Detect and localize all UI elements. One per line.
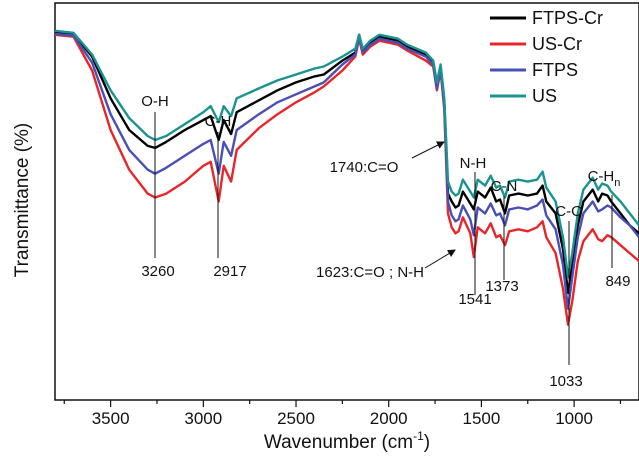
x-tick-label: 1500 <box>462 409 500 428</box>
label-2917: 2917 <box>213 263 246 280</box>
arrow-1623 <box>424 249 456 269</box>
x-tick-label: 2500 <box>277 409 315 428</box>
label-1623: 1623:C=O ; N-H <box>316 264 424 281</box>
y-axis-label: Transmittance (%) <box>12 123 33 278</box>
arrow-1740 <box>411 141 445 159</box>
label-chn-sub: n <box>614 177 620 189</box>
legend: FTPS-Cr US-Cr FTPS US <box>490 8 603 106</box>
label-3260: 3260 <box>141 263 174 280</box>
label-ch: C-H <box>205 113 232 130</box>
series-line-us <box>54 29 639 279</box>
label-1740: 1740:C=O <box>330 159 399 176</box>
x-axis-label-text: Wavenumber (cm <box>264 432 413 453</box>
plot-frame <box>54 2 639 401</box>
x-axis-label-sup: -1 <box>413 429 424 443</box>
label-cn: C-N <box>491 178 518 195</box>
label-chn-base: C-H <box>588 168 615 185</box>
label-nh: N-H <box>460 155 487 172</box>
x-axis-ticks: 3500 3000 2500 2000 1500 1000 <box>63 400 622 428</box>
x-axis-label: Wavenumber (cm-1) <box>264 429 430 453</box>
label-1373: 1373 <box>485 278 518 295</box>
x-tick-label: 3000 <box>184 409 222 428</box>
label-chn: C-Hn <box>588 168 621 189</box>
label-1541: 1541 <box>458 291 491 308</box>
series-lines <box>54 29 639 326</box>
legend-label: US-Cr <box>532 34 582 54</box>
label-1033: 1033 <box>549 373 582 390</box>
x-tick-label: 1000 <box>555 409 593 428</box>
legend-label: US <box>532 86 557 106</box>
label-co: C-O <box>555 203 583 220</box>
label-oh: O-H <box>141 93 169 110</box>
legend-label: FTPS <box>532 60 578 80</box>
x-tick-label: 2000 <box>370 409 408 428</box>
x-tick-label: 3500 <box>92 409 130 428</box>
label-849: 849 <box>605 273 630 290</box>
legend-label: FTPS-Cr <box>532 8 603 28</box>
x-axis-label-close: ) <box>424 432 430 453</box>
